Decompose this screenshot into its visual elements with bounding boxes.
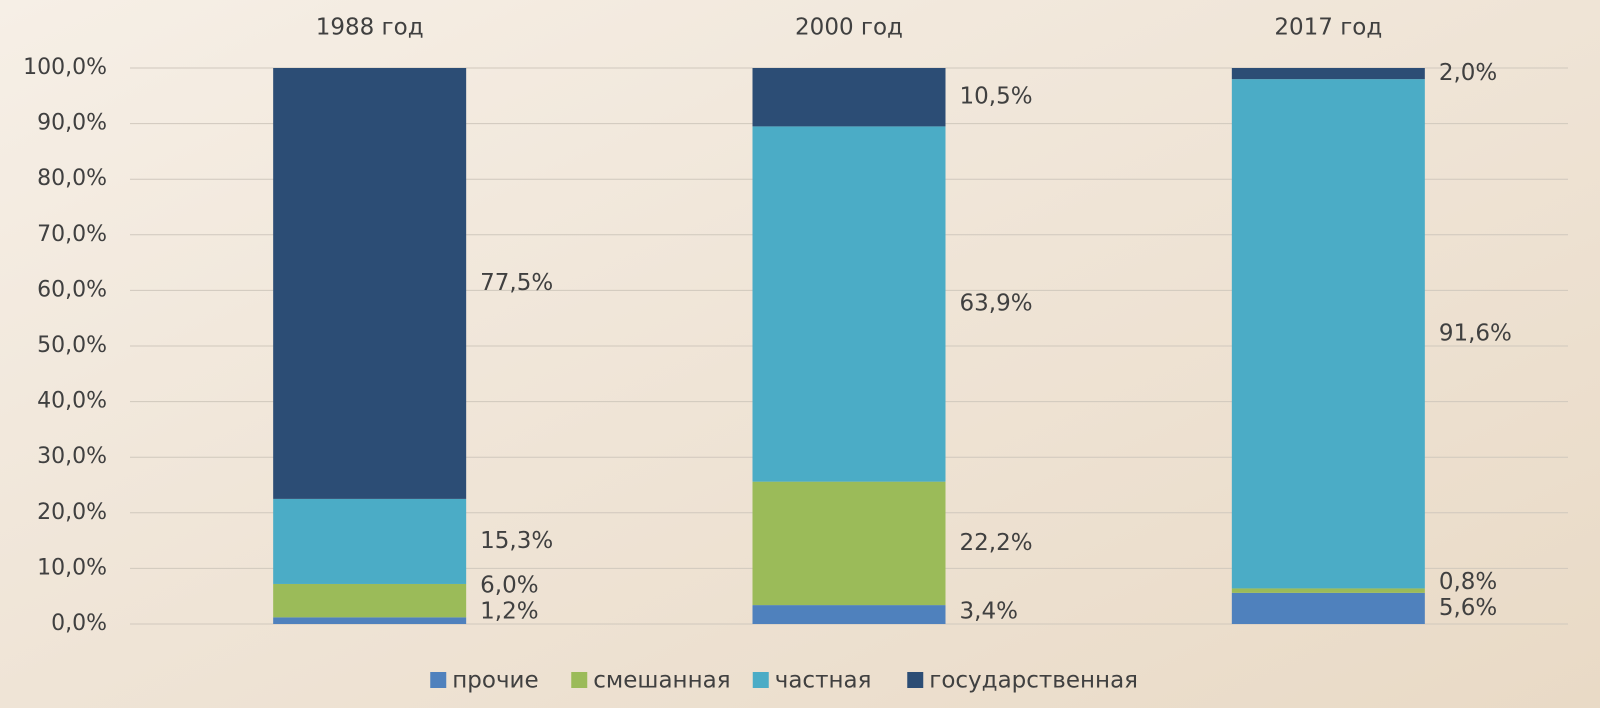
legend-label: смешанная — [593, 668, 730, 694]
y-tick-label: 40,0% — [37, 389, 107, 414]
legend-swatch — [753, 672, 769, 688]
bar-segment — [273, 68, 466, 499]
page: 0,0% 10,0% 20,0% 30,0% 40,0% 50,0% 60,0% 70,0% 8… — [0, 0, 1600, 708]
bar-segment — [1232, 79, 1425, 588]
legend-label: прочие — [452, 668, 538, 694]
y-tick-label: 0,0% — [51, 611, 107, 636]
value-label: 5,6% — [1439, 595, 1497, 621]
value-label: 1,2% — [480, 599, 538, 625]
y-tick-label: 60,0% — [37, 277, 107, 302]
category-label: 2017 год — [1274, 15, 1382, 41]
value-label: 15,3% — [480, 528, 553, 554]
bar-segment — [1232, 593, 1425, 624]
legend-label: государственная — [929, 668, 1138, 694]
legend-swatch — [430, 672, 446, 688]
chart: 0,0% 10,0% 20,0% 30,0% 40,0% 50,0% 60,0% 70,0% 8… — [0, 0, 1600, 708]
bar-segment — [753, 605, 946, 624]
bar-segment — [273, 617, 466, 624]
value-label: 77,5% — [480, 270, 553, 296]
value-label: 63,9% — [960, 291, 1033, 317]
y-tick-label: 70,0% — [37, 222, 107, 247]
value-label: 10,5% — [960, 84, 1033, 110]
category-label: 2000 год — [795, 15, 903, 41]
legend-swatch — [907, 672, 923, 688]
value-label: 91,6% — [1439, 320, 1512, 346]
y-tick-label: 80,0% — [37, 166, 107, 191]
value-label: 0,8% — [1439, 569, 1497, 595]
y-tick-label: 50,0% — [37, 333, 107, 358]
value-label: 2,0% — [1439, 60, 1497, 86]
bar-segment — [273, 499, 466, 584]
value-label: 6,0% — [480, 573, 538, 599]
legend-label: частная — [775, 668, 872, 694]
bar-segment — [1232, 588, 1425, 592]
bar-segment — [753, 126, 946, 481]
y-tick-label: 30,0% — [37, 444, 107, 469]
y-tick-label: 100,0% — [23, 55, 107, 80]
value-label: 22,2% — [960, 530, 1033, 556]
y-tick-label: 10,0% — [37, 555, 107, 580]
y-tick-label: 20,0% — [37, 500, 107, 525]
legend-swatch — [571, 672, 587, 688]
value-label: 3,4% — [960, 599, 1018, 625]
bar-segment — [753, 68, 946, 126]
bar-segment — [753, 482, 946, 605]
bar-segment — [273, 584, 466, 617]
y-tick-label: 90,0% — [37, 111, 107, 136]
category-label: 1988 год — [316, 15, 424, 41]
bar-segment — [1232, 68, 1425, 79]
